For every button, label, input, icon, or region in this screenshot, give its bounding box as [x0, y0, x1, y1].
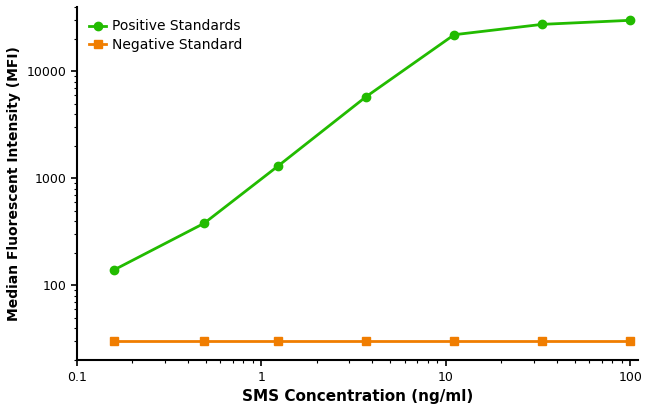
- Y-axis label: Median Fluorescent Intensity (MFI): Median Fluorescent Intensity (MFI): [7, 46, 21, 321]
- Positive Standards: [362, 94, 370, 99]
- Negative Standard: [274, 339, 282, 344]
- Negative Standard: [627, 339, 634, 344]
- Negative Standard: [362, 339, 370, 344]
- Positive Standards: [111, 267, 118, 272]
- Positive Standards: [627, 18, 634, 23]
- X-axis label: SMS Concentration (ng/ml): SMS Concentration (ng/ml): [242, 389, 473, 404]
- Positive Standards: [274, 164, 282, 169]
- Negative Standard: [200, 339, 208, 344]
- Positive Standards: [538, 22, 546, 27]
- Positive Standards: [200, 221, 208, 226]
- Line: Negative Standard: Negative Standard: [111, 337, 634, 345]
- Negative Standard: [538, 339, 546, 344]
- Negative Standard: [111, 339, 118, 344]
- Negative Standard: [450, 339, 458, 344]
- Line: Positive Standards: Positive Standards: [111, 16, 634, 274]
- Positive Standards: [450, 32, 458, 37]
- Legend: Positive Standards, Negative Standard: Positive Standards, Negative Standard: [84, 14, 248, 57]
